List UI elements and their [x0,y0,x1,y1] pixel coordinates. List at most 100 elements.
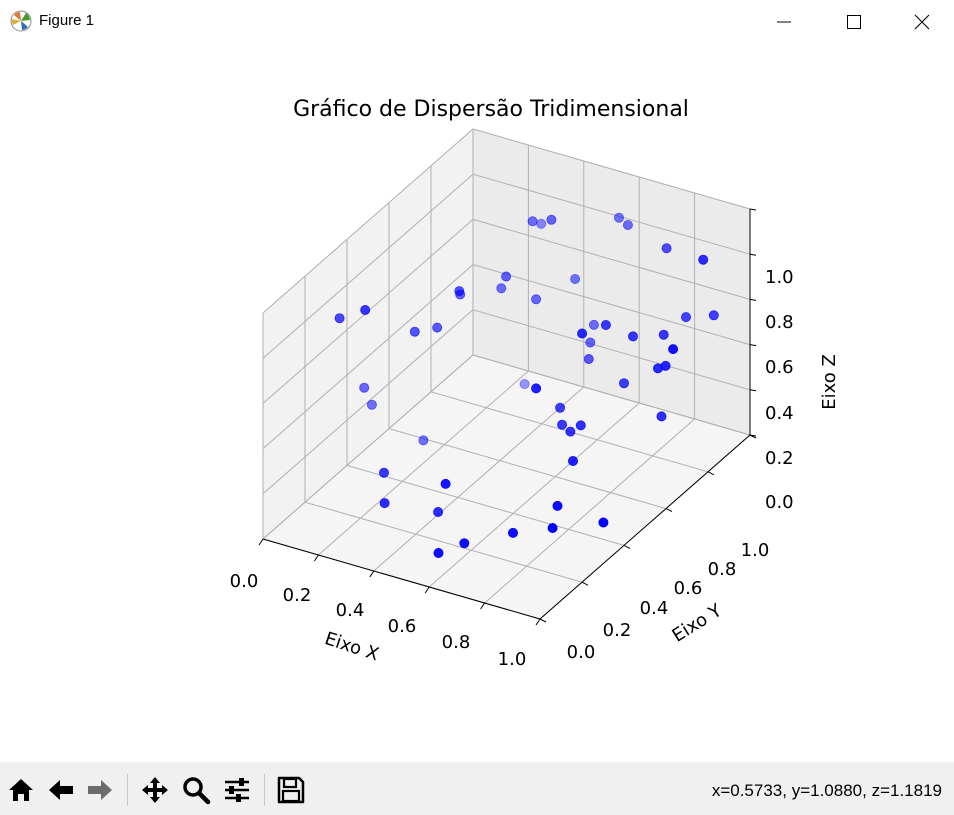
z-tick-mark [749,253,757,256]
x-tick-mark [369,570,375,578]
grid-line [262,354,474,540]
scatter-point [619,378,630,389]
y-tick-mark [749,434,757,439]
grid-line [472,309,751,391]
data-points [334,212,719,559]
y-tick-mark [581,581,589,586]
back-button[interactable] [44,773,78,807]
grid-line [304,501,583,583]
scatter-point [614,212,625,223]
scatter-point [555,402,566,413]
grid-line [262,264,474,449]
z-tick-mark [749,389,757,392]
z-tick-label: 1.0 [765,267,794,288]
pan-icon [142,777,168,803]
scatter-point [565,426,576,437]
close-button[interactable] [887,0,954,44]
z-tick-label: 0.4 [765,403,794,424]
scatter-point [568,455,579,466]
y-axis-line [539,434,751,620]
configure-icon [225,778,249,802]
y-tick-label: 0.0 [567,642,596,663]
scatter-point [366,399,377,410]
scatter-point [359,382,370,393]
x-tick-mark [258,538,264,546]
scatter-3d-plot[interactable]: 0.0 0.2 0.4 0.6 0.8 1.0 0.0 0.2 0.4 0.6 … [0,44,954,762]
close-icon [914,14,930,30]
zoom-button[interactable] [179,773,213,807]
scatter-point [588,319,599,330]
scatter-point [570,273,581,284]
scatter-point [600,319,611,330]
y-tick-label: 0.2 [603,620,632,641]
zoom-icon [183,777,211,805]
grid-line [318,370,529,556]
scatter-point [334,313,345,324]
scatter-point [433,506,444,517]
save-button[interactable] [274,773,308,807]
figure-canvas[interactable]: 0.0 0.2 0.4 0.6 0.8 1.0 0.0 0.2 0.4 0.6 … [0,44,954,762]
forward-icon [88,780,112,800]
toolbar-separator [127,774,128,806]
scatter-point [660,360,671,371]
x-tick-label: 0.0 [230,571,259,592]
y-tick-mark [665,508,673,513]
z-tick-label: 0.2 [765,448,794,469]
axis-lines [262,209,751,620]
pan-button[interactable] [138,773,172,807]
scatter-point [583,353,594,364]
scatter-point [668,344,679,355]
maximize-button[interactable] [819,0,889,44]
configure-subplots-button[interactable] [220,773,254,807]
y-tick-label: 0.4 [640,598,669,619]
toolbar-separator [264,774,265,806]
grid-line [262,128,474,314]
forward-button[interactable] [83,773,117,807]
x-tick-mark [535,618,541,626]
grid-line [373,386,585,572]
scatter-point [454,286,465,297]
grid-line [484,418,695,604]
scatter-point [418,435,429,446]
cursor-coordinates: x=0.5733, y=1.0880, z=1.1819 [711,781,942,800]
scatter-point [432,322,443,333]
scatter-point [378,467,389,478]
scatter-point [708,310,719,321]
scatter-point [496,283,507,294]
x-tick-label: 0.8 [442,632,471,653]
grid-line [472,218,751,300]
y-tick-mark [623,544,631,549]
tick-marks [258,208,757,626]
save-icon [277,776,305,804]
scatter-point [531,383,542,394]
grid-line [388,428,667,510]
scatter-point [501,271,512,282]
minimize-button[interactable] [749,0,819,44]
scatter-point [360,304,371,315]
scatter-point [552,500,563,511]
grid-line [472,354,751,436]
grid-line [472,173,751,255]
scatter-point [661,243,672,254]
scatter-point [557,419,568,430]
x-axis-label: Eixo X [322,628,381,665]
scatter-point [681,312,692,323]
maximize-icon [847,15,861,29]
x-tick-label: 0.6 [388,616,417,637]
scatter-point [536,218,547,229]
x-tick-label: 0.2 [283,585,312,606]
scatter-point [575,420,586,431]
x-tick-label: 1.0 [498,649,527,670]
z-tick-label: 0.8 [765,312,794,333]
y-tick-mark [539,618,547,623]
scatter-point [440,478,451,489]
grid-line [472,128,751,210]
z-tick-mark [749,298,757,301]
navigation-toolbar: x=0.5733, y=1.0880, z=1.1819 [0,762,954,815]
scatter-point [546,214,557,225]
home-button[interactable] [4,773,38,807]
scatter-point [507,527,518,538]
y-tick-label: 0.8 [708,559,737,580]
window-titlebar: Figure 1 [0,0,954,44]
scatter-point [628,331,639,342]
